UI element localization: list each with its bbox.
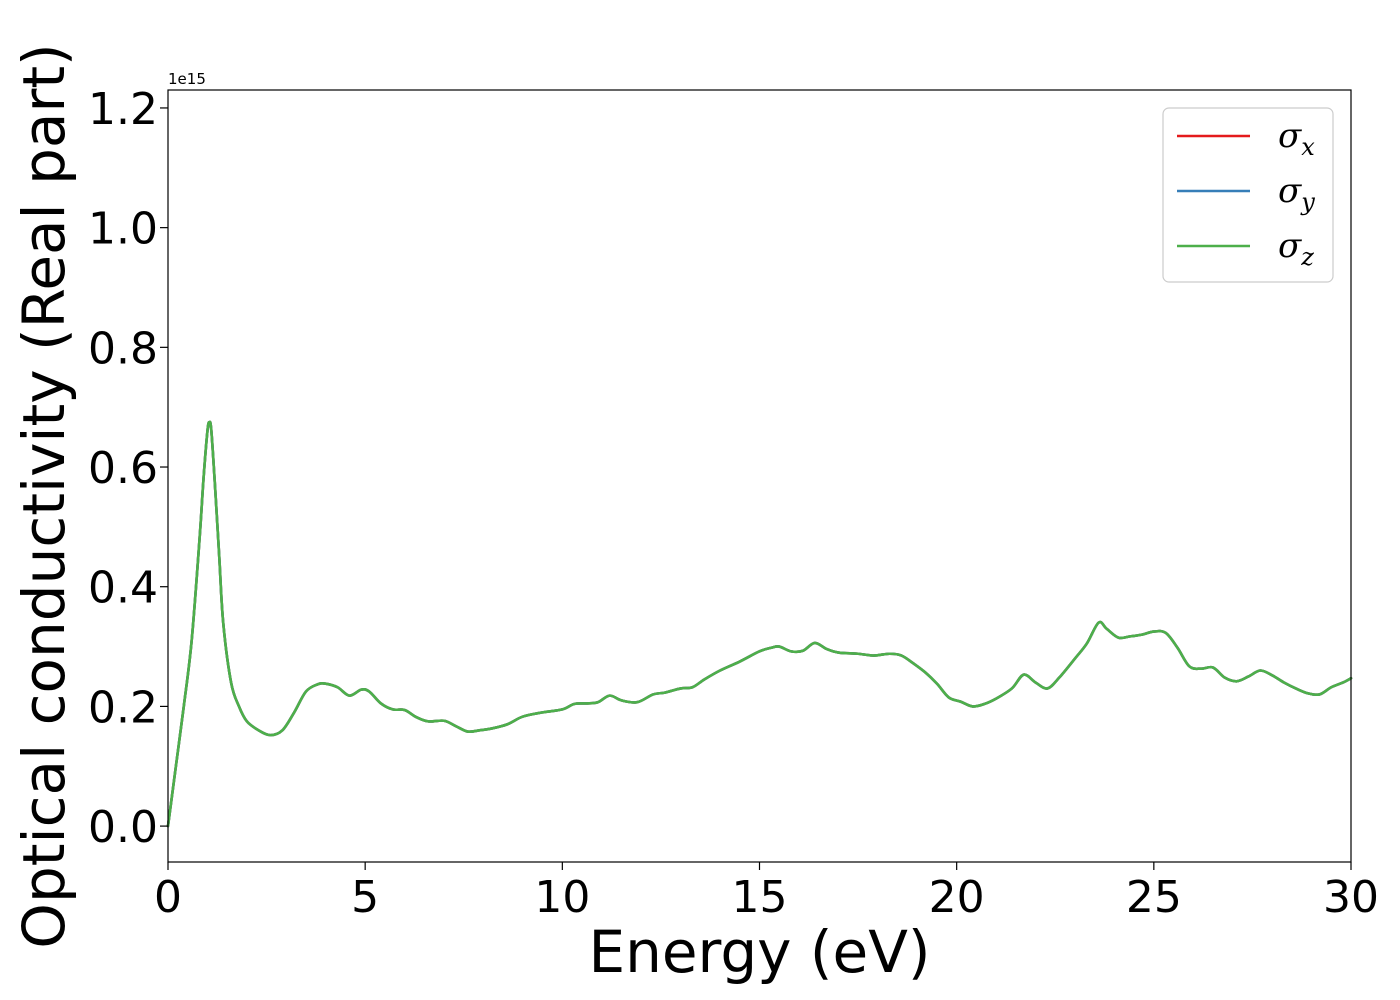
y-tick-label: 1.0 (88, 204, 158, 255)
legend-box (1162, 107, 1334, 283)
series-layer (166, 420, 1353, 828)
legend-label-sigma-z: σz (1278, 226, 1314, 271)
y-tick-label: 0.8 (88, 323, 158, 374)
x-tick-label: 30 (1323, 872, 1379, 923)
x-tick-label: 5 (351, 872, 379, 923)
y-tick-label: 1.2 (88, 84, 158, 135)
y-axis: 0.0 0.2 0.4 0.6 0.8 1.0 1.2 (88, 84, 168, 853)
y-axis-offset-label: 1e15 (168, 70, 206, 88)
x-axis: 0 5 10 15 20 25 30 (154, 862, 1379, 923)
y-tick-label: 0.4 (88, 563, 158, 614)
x-tick-label: 0 (154, 872, 182, 923)
x-tick-label: 25 (1126, 872, 1182, 923)
y-tick-label: 0.0 (88, 802, 158, 853)
x-tick-label: 10 (534, 872, 590, 923)
y-axis-title: Optical conductivity (Real part) (10, 43, 78, 948)
legend-label-sigma-y: σy (1278, 171, 1315, 216)
x-axis-title: Energy (eV) (588, 918, 930, 986)
legend: σx σy σz (1162, 107, 1334, 283)
x-tick-label: 20 (929, 872, 985, 923)
x-tick-label: 15 (732, 872, 788, 923)
legend-label-sigma-x: σx (1278, 116, 1315, 161)
series-line-sigma-z (166, 420, 1353, 828)
y-tick-label: 0.2 (88, 682, 158, 733)
y-tick-label: 0.6 (88, 443, 158, 494)
